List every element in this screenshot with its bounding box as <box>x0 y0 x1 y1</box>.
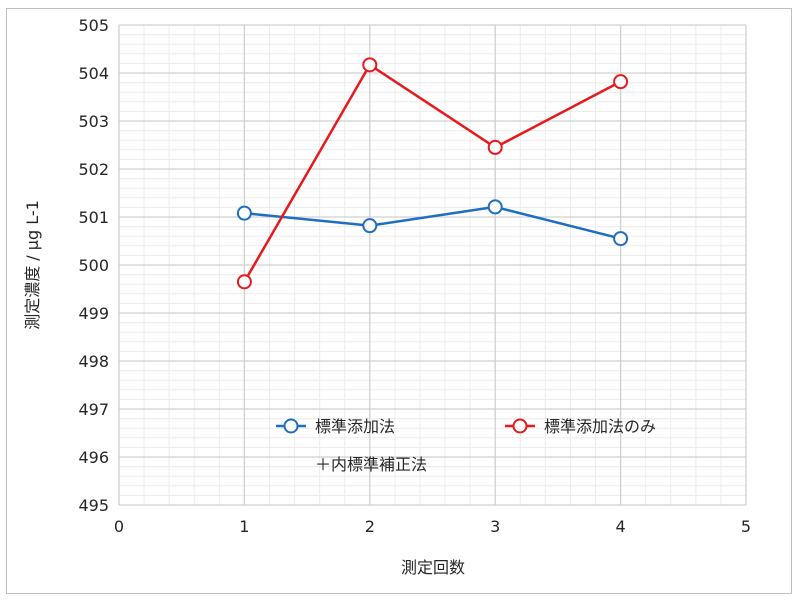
chart-frame <box>6 8 792 594</box>
series-1-line <box>244 205 621 240</box>
y-axis-title: 測定濃度 / μg L-1 <box>23 200 42 330</box>
legend-label-series-2: 標準添加法のみ <box>544 417 656 436</box>
series-2-point-4 <box>613 74 629 90</box>
series-1-point-4 <box>613 231 629 247</box>
legend-marker-series-2 <box>512 418 528 434</box>
series-1-point-1 <box>236 205 252 221</box>
series-2-point-3 <box>487 139 503 155</box>
y-tick-label-501: 501 <box>78 208 109 227</box>
series-2-line <box>243 63 622 283</box>
series-1-point-3 <box>487 199 503 215</box>
x-tick-label-2: 2 <box>365 517 375 536</box>
series-1 <box>236 199 629 247</box>
y-tick-label-496: 496 <box>78 448 109 467</box>
legend-entry-series-2: 標準添加法のみ <box>505 417 656 436</box>
y-tick-label-495: 495 <box>78 496 109 515</box>
x-axis-tick-labels: 0 1 2 3 4 5 <box>114 517 751 536</box>
series-2-point-2 <box>362 57 378 73</box>
series-layer <box>236 57 629 290</box>
legend-label-series-1-line-2: ＋内標準補正法 <box>315 455 427 474</box>
y-tick-label-497: 497 <box>78 400 109 419</box>
y-tick-label-505: 505 <box>78 16 109 35</box>
y-tick-label-500: 500 <box>78 256 109 275</box>
x-tick-label-3: 3 <box>490 517 500 536</box>
legend-entry-series-1: 標準添加法 ＋内標準補正法 <box>276 417 427 474</box>
y-tick-label-502: 502 <box>78 160 109 179</box>
legend-label-series-1-line-1: 標準添加法 <box>315 417 395 436</box>
x-tick-label-0: 0 <box>114 517 124 536</box>
x-tick-label-1: 1 <box>239 517 249 536</box>
x-tick-label-5: 5 <box>741 517 751 536</box>
x-axis-title: 測定回数 <box>401 558 465 577</box>
legend: 標準添加法 ＋内標準補正法 標準添加法のみ <box>276 417 656 474</box>
series-2 <box>236 57 629 290</box>
y-tick-label-504: 504 <box>78 64 109 83</box>
y-axis-tick-labels: 495 496 497 498 499 500 501 502 503 504 505 <box>78 16 109 515</box>
series-2-point-1 <box>236 274 252 290</box>
series-1-point-2 <box>362 218 378 234</box>
y-tick-label-499: 499 <box>78 304 109 323</box>
y-tick-label-503: 503 <box>78 112 109 131</box>
legend-marker-series-1 <box>283 418 299 434</box>
y-tick-label-498: 498 <box>78 352 109 371</box>
x-tick-label-4: 4 <box>616 517 626 536</box>
